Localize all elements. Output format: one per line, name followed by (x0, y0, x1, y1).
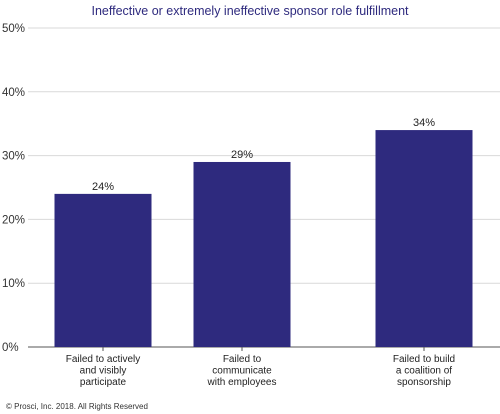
bar (193, 161, 291, 347)
y-tick-label: 10% (2, 278, 25, 290)
y-tick-label: 40% (2, 87, 25, 99)
x-tick-label: Failed to build a coalition of sponsorship (393, 354, 455, 388)
y-tick-label: 30% (2, 151, 25, 163)
bar (54, 193, 152, 347)
y-tick-label: 50% (2, 23, 25, 35)
chart-title: Ineffective or extremely ineffective spo… (91, 4, 409, 18)
data-label: 34% (413, 117, 435, 129)
x-tick-label: Failed to communicate with employees (207, 354, 277, 388)
data-label: 29% (231, 149, 253, 161)
data-label: 24% (92, 181, 114, 193)
x-tick-label: Failed to actively and visibly participate (66, 354, 140, 388)
copyright-text: © Prosci, Inc. 2018. All Rights Reserved (6, 402, 148, 411)
y-tick-label: 20% (2, 214, 25, 226)
bar (375, 130, 473, 347)
y-tick-label: 0% (2, 342, 19, 354)
